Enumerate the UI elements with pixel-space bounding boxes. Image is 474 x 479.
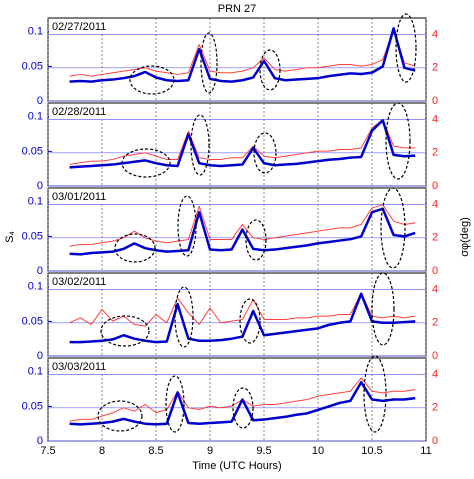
panel-annotation: 02/28/2011 <box>52 106 106 118</box>
highlight-ellipse <box>239 298 261 344</box>
x-tick-label: 8 <box>99 445 105 457</box>
y2-tick-label: 2 <box>432 402 438 414</box>
y-tick-label: 0 <box>37 435 43 447</box>
x-tick-label: 10 <box>312 445 324 457</box>
y-tick-label: 0 <box>37 265 43 277</box>
y2-tick-label: 2 <box>432 62 438 74</box>
highlight-ellipse <box>380 187 406 269</box>
highlight-ellipse <box>371 272 395 346</box>
y2-tick-label: 4 <box>432 284 438 296</box>
x-tick-label: 8.5 <box>148 445 163 457</box>
x-tick-label: 10.5 <box>361 445 382 457</box>
highlight-ellipse <box>395 13 417 83</box>
y-tick-label: 0 <box>37 180 43 192</box>
panel-annotation: 02/27/2011 <box>52 21 106 33</box>
y-tick-label: 0.1 <box>28 111 43 123</box>
series-line <box>69 29 416 77</box>
y2-tick-label: 4 <box>432 369 438 381</box>
highlight-ellipse <box>190 114 210 176</box>
label-box <box>49 274 117 288</box>
y2-tick-label: 4 <box>432 199 438 211</box>
y-tick-label: 0.05 <box>22 145 43 157</box>
panel-annotation: 03/01/2011 <box>52 191 106 203</box>
series-line <box>69 119 416 165</box>
highlight-ellipse <box>385 102 411 180</box>
y2-tick-label: 0 <box>432 265 438 277</box>
highlight-ellipse <box>363 355 387 433</box>
y-tick-label: 0.1 <box>28 366 43 378</box>
label-box <box>49 19 117 33</box>
x-tick-label: 9.5 <box>256 445 271 457</box>
label-box <box>49 104 117 118</box>
y2-tick-label: 0 <box>432 180 438 192</box>
y2-tick-label: 2 <box>432 147 438 159</box>
x-tick-label: 7.5 <box>40 445 55 457</box>
x-axis-label: Time (UTC Hours) <box>192 460 281 472</box>
panel-annotation: 03/02/2011 <box>52 276 106 288</box>
y-tick-label: 0 <box>37 350 43 362</box>
y2-tick-label: 0 <box>432 350 438 362</box>
highlight-ellipse <box>114 233 156 263</box>
highlight-ellipse <box>177 195 197 257</box>
highlight-ellipse <box>259 49 281 91</box>
y-tick-label: 0.1 <box>28 196 43 208</box>
y2-tick-label: 0 <box>432 95 438 107</box>
highlight-ellipse <box>129 65 175 95</box>
highlight-ellipse <box>97 400 143 432</box>
y-tick-label: 0.05 <box>22 400 43 412</box>
y-tick-label: 0 <box>37 95 43 107</box>
panel-annotation: 03/03/2011 <box>52 361 106 373</box>
highlight-ellipse <box>165 375 185 433</box>
chart-title: PRN 27 <box>218 3 257 15</box>
x-tick-label: 9 <box>207 445 213 457</box>
series-line <box>69 27 416 83</box>
y-tick-label: 0.05 <box>22 60 43 72</box>
y2-tick-label: 2 <box>432 317 438 329</box>
highlight-ellipse <box>253 132 277 174</box>
x-tick-label: 11 <box>420 445 431 457</box>
y2-axis-label: σφ(deg) <box>459 217 471 257</box>
label-box <box>49 189 117 203</box>
highlight-ellipse <box>232 387 254 429</box>
label-box <box>49 359 117 373</box>
y-tick-label: 0.05 <box>22 230 43 242</box>
series-line <box>69 380 416 426</box>
highlight-ellipse <box>121 148 171 178</box>
highlight-ellipse <box>245 219 267 261</box>
y-tick-label: 0.1 <box>28 26 43 38</box>
y-tick-label: 0.05 <box>22 315 43 327</box>
y-axis-label: S₄ <box>4 231 16 243</box>
y2-tick-label: 2 <box>432 232 438 244</box>
y2-tick-label: 4 <box>432 29 438 41</box>
highlight-ellipse <box>100 315 150 347</box>
highlight-ellipse <box>174 286 194 348</box>
y2-tick-label: 0 <box>432 435 438 447</box>
y2-tick-label: 4 <box>432 114 438 126</box>
y-tick-label: 0.1 <box>28 281 43 293</box>
highlight-ellipse <box>200 32 218 94</box>
series-line <box>69 207 416 256</box>
series-line <box>69 119 416 169</box>
